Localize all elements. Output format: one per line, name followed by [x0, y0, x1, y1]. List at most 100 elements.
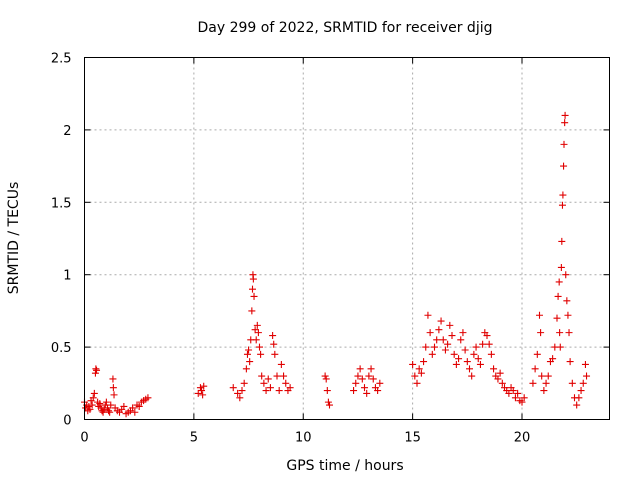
data-point [479, 340, 487, 348]
data-point [365, 372, 373, 380]
data-point [273, 372, 281, 380]
data-point [361, 384, 368, 392]
data-point [566, 358, 574, 366]
data-point [542, 379, 550, 387]
data-point [533, 350, 541, 358]
plot-area-frame [84, 57, 610, 420]
data-point [199, 391, 207, 399]
data-point [323, 387, 331, 395]
data-point [561, 111, 569, 119]
data-point [131, 408, 139, 416]
chart-title: Day 299 of 2022, SRMTID for receiver dji… [198, 20, 493, 36]
data-point [99, 408, 107, 416]
data-point [554, 292, 562, 300]
data-point [518, 398, 526, 406]
data-point [352, 379, 360, 387]
data-point [487, 350, 495, 358]
data-point [558, 201, 566, 209]
data-point [413, 379, 421, 387]
data-point [245, 346, 253, 354]
data-point [106, 408, 114, 416]
data-point [437, 317, 445, 325]
x-tick-label: 0 [80, 431, 88, 446]
data-point [468, 372, 476, 380]
data-point [110, 391, 118, 399]
data-point [120, 402, 128, 410]
x-axis-label: GPS time / hours [286, 458, 403, 474]
data-point [461, 346, 469, 354]
data-point [511, 394, 519, 402]
data-point [258, 372, 266, 380]
data-point [561, 119, 569, 127]
data-point [249, 275, 257, 283]
data-point [433, 336, 441, 344]
data-point [540, 387, 548, 395]
data-point [369, 375, 377, 383]
data-point [356, 365, 364, 373]
y-tick-label: 0 [63, 414, 71, 429]
data-point [420, 358, 428, 366]
data-point [248, 307, 256, 315]
data-point [450, 350, 458, 358]
data-point [85, 402, 93, 410]
data-point [358, 375, 366, 383]
data-point [531, 365, 539, 373]
data-point [367, 365, 375, 373]
data-point [444, 340, 452, 348]
data-point [422, 343, 430, 351]
data-point [109, 375, 117, 383]
y-tick-label: 2 [63, 124, 71, 139]
data-point [280, 372, 288, 380]
data-point [144, 394, 152, 402]
data-point [277, 360, 285, 368]
data-point [86, 405, 94, 413]
data-point [559, 191, 567, 199]
data-point [549, 355, 557, 363]
data-point [557, 263, 565, 271]
data-point [200, 382, 208, 390]
data-point [266, 384, 274, 392]
data-point [246, 358, 254, 366]
data-point [93, 366, 101, 374]
data-point [257, 350, 265, 358]
data-point [529, 379, 537, 387]
grid-lines [84, 57, 610, 420]
data-point [498, 379, 506, 387]
data-point [326, 401, 333, 409]
data-point [476, 360, 484, 368]
data-point [253, 321, 261, 329]
data-point [354, 372, 362, 380]
data-point [579, 379, 587, 387]
data-point [426, 329, 434, 337]
data-point [463, 358, 471, 366]
y-tick-label: 0.5 [51, 341, 72, 356]
data-point [441, 346, 449, 354]
data-point [240, 379, 248, 387]
data-point [556, 329, 564, 337]
data-point [563, 297, 571, 305]
data-point [581, 360, 589, 368]
data-point [251, 326, 259, 334]
data-point [92, 365, 100, 373]
data-point [452, 360, 460, 368]
data-point [466, 365, 473, 373]
data-point [431, 343, 438, 351]
data-point [457, 336, 465, 344]
data-point [105, 407, 113, 415]
data-point [577, 387, 585, 395]
data-point [286, 384, 294, 392]
data-point [324, 398, 332, 406]
y-tick-label: 1 [63, 269, 71, 284]
x-tick-label: 20 [514, 431, 531, 446]
y-tick-label: 1.5 [51, 196, 72, 211]
y-tick-label: 2.5 [51, 52, 72, 67]
data-point [558, 237, 566, 245]
data-point [234, 389, 242, 397]
x-tick-label: 5 [190, 431, 198, 446]
data-point [243, 350, 251, 358]
data-point [573, 401, 581, 409]
data-point [415, 365, 423, 373]
data-point [544, 372, 552, 380]
data-point [100, 405, 108, 413]
